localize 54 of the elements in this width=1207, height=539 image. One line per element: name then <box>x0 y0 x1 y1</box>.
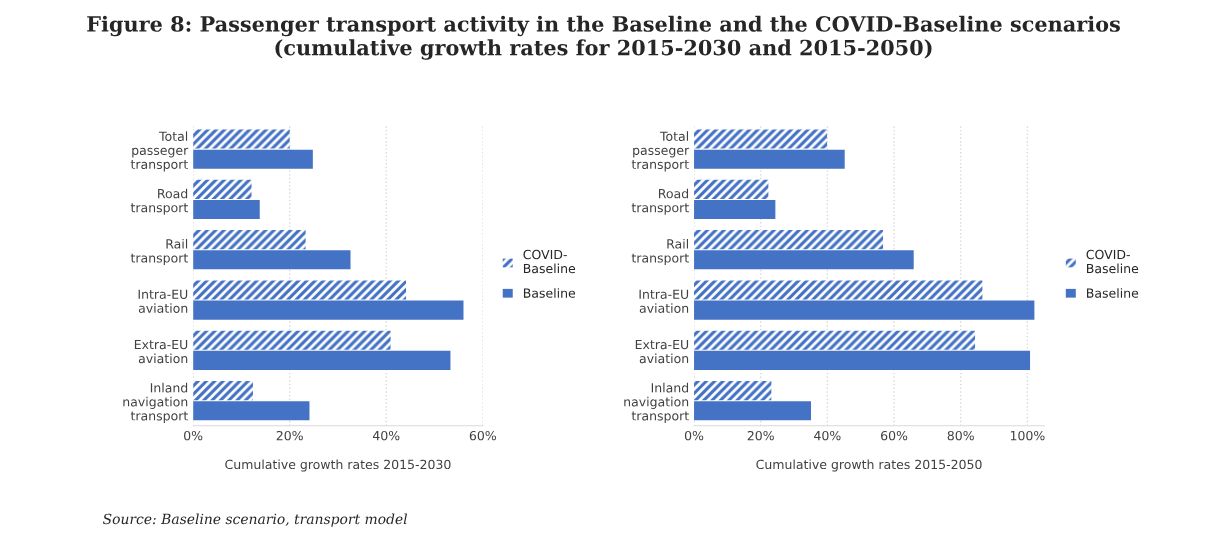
bar <box>193 381 253 401</box>
bar <box>694 381 772 401</box>
bar <box>193 179 252 199</box>
y-tick-label: Inland navigation transport <box>123 382 188 423</box>
legend-label: Baseline <box>1087 288 1139 298</box>
bar <box>193 199 260 220</box>
bar <box>694 300 1035 320</box>
y-tick-label: Rail transport <box>130 238 188 266</box>
x-axis-title: Cumulative growth rates 2015-2050 <box>756 459 982 472</box>
legend-label: COVID- Baseline <box>1086 249 1139 274</box>
bar <box>193 401 310 421</box>
y-tick-label: Road transport <box>130 188 188 215</box>
bar <box>694 199 776 220</box>
legend-label: COVID- Baseline <box>523 249 576 274</box>
y-tick-label: Extra-EU aviation <box>134 339 188 364</box>
bar <box>193 300 464 320</box>
x-tick-label: 80% <box>947 430 974 441</box>
y-tick-label: Total passeger transport <box>631 131 690 172</box>
x-tick-label: 60% <box>469 430 496 441</box>
source-note: Source: Baseline scenario, transport model <box>102 513 408 527</box>
bar <box>193 149 313 169</box>
y-tick-label: Road transport <box>631 188 689 215</box>
x-tick-label: 40% <box>372 430 400 441</box>
x-tick-label: 0% <box>684 430 704 441</box>
bar <box>694 149 845 169</box>
bar <box>193 330 391 350</box>
bar <box>193 280 407 300</box>
x-tick-label: 100% <box>1010 430 1045 441</box>
y-tick-label: Extra-EU aviation <box>635 339 689 364</box>
x-tick-label: 60% <box>881 430 908 441</box>
x-axis-title: Cumulative growth rates 2015-2030 <box>225 459 451 472</box>
bar <box>193 350 451 370</box>
x-tick-label: 20% <box>276 430 303 441</box>
text: Figure 8: Passenger transport activity in the Baseline and the COVID-Baseline scenarios (cumulative growth rates for 2015-2030 and 2015-2050) <box>87 15 1120 60</box>
bar <box>694 330 976 350</box>
bar <box>694 129 828 149</box>
bar <box>694 401 812 421</box>
legend-label: Baseline <box>523 288 576 298</box>
bar <box>694 280 983 300</box>
bar <box>193 250 351 270</box>
bar <box>694 179 769 199</box>
y-tick-label: Intra-EU aviation <box>138 289 188 313</box>
y-tick-label: Total passeger transport <box>130 131 189 172</box>
x-tick-label: 40% <box>814 430 841 441</box>
bar <box>694 350 1031 370</box>
bar <box>694 250 914 270</box>
y-tick-label: Inland navigation transport <box>624 382 689 423</box>
x-tick-label: 0% <box>184 430 203 441</box>
bar <box>694 230 884 250</box>
bar <box>193 230 306 250</box>
x-tick-label: 20% <box>747 430 774 441</box>
y-tick-label: Rail transport <box>631 238 689 266</box>
y-tick-label: Intra-EU aviation <box>639 289 689 313</box>
bar <box>193 129 290 149</box>
